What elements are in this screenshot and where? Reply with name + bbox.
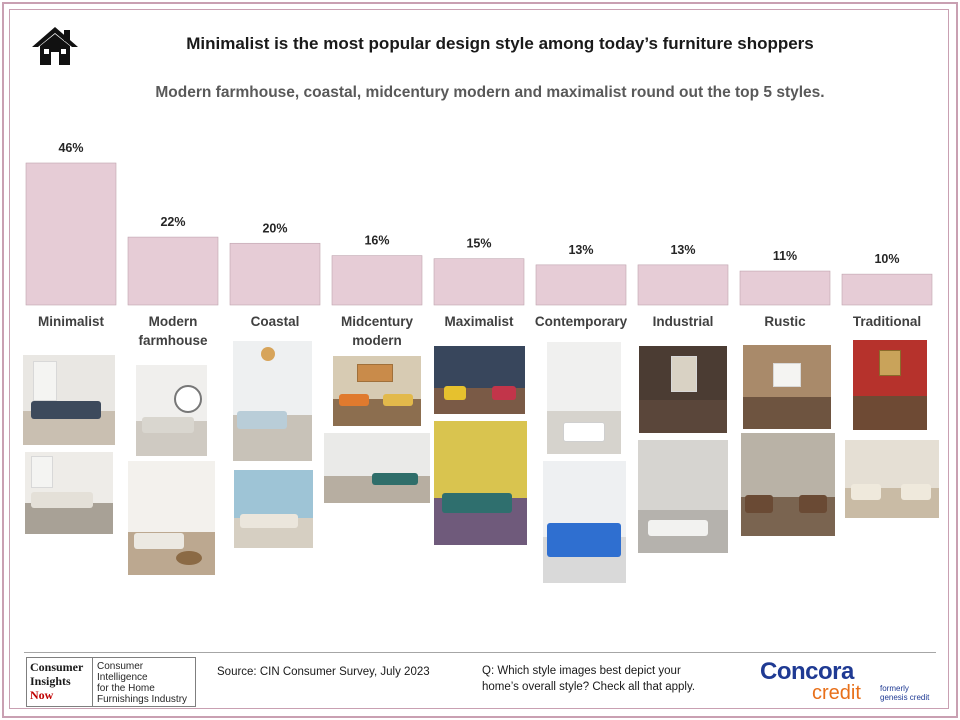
category-label: Maximalist <box>444 314 514 329</box>
bar-contemporary <box>535 264 627 306</box>
value-label: 20% <box>262 221 287 235</box>
formerly-line: formerly <box>880 684 909 693</box>
category-label: Midcentury <box>341 314 414 329</box>
room-photo-midcentury-2 <box>324 433 430 503</box>
category-label: Rustic <box>764 314 806 329</box>
formerly-note: formerly genesis credit <box>880 684 929 702</box>
category-label: farmhouse <box>138 333 208 348</box>
logo-line: Insights <box>30 674 71 688</box>
brand-name: Concora <box>760 658 854 685</box>
category-label: Coastal <box>251 314 300 329</box>
value-label: 22% <box>160 215 185 229</box>
room-photo-rustic-1 <box>743 345 831 429</box>
value-label: 11% <box>773 249 797 263</box>
chart-subtitle: Modern farmhouse, coastal, midcentury mo… <box>155 84 825 101</box>
bar-industrial <box>637 264 729 306</box>
value-label: 13% <box>670 243 695 257</box>
room-photo-modern-farmhouse-2 <box>128 461 215 575</box>
logo-tagline-line: for the Home <box>97 683 155 694</box>
category-label: Contemporary <box>535 314 628 329</box>
logo-tagline-line: Consumer Intelligence <box>97 661 148 683</box>
chart-title: Minimalist is the most popular design st… <box>186 34 814 53</box>
logo-line: Consumer <box>30 660 84 674</box>
room-photo-midcentury-1 <box>333 356 421 426</box>
bar-modern-farmhouse <box>127 236 219 306</box>
room-photo-contemporary-1 <box>547 342 621 454</box>
inner-frame <box>9 9 949 709</box>
bar-coastal <box>229 242 321 306</box>
question-line: home’s overall style? Check all that app… <box>482 681 696 693</box>
bar-traditional <box>841 273 933 306</box>
category-label: Minimalist <box>38 314 105 329</box>
concora-logo: Concora <box>760 658 854 686</box>
room-photo-minimalist-2 <box>25 452 113 534</box>
cin-logo: Consumer Insights Now Consumer Intellige… <box>26 657 196 707</box>
room-photo-industrial-2 <box>638 440 728 553</box>
room-photo-coastal-1 <box>233 341 312 461</box>
value-label: 13% <box>568 243 593 257</box>
formerly-line: genesis credit <box>880 693 930 702</box>
category-label: Modern <box>149 314 198 329</box>
value-label: 46% <box>58 141 83 155</box>
brand-sub: credit <box>812 682 861 704</box>
category-label: modern <box>352 333 402 348</box>
question-line: Q: Which style images best depict your <box>482 665 681 677</box>
bar-maximalist <box>433 258 525 306</box>
category-label: Industrial <box>653 314 714 329</box>
bar-midcentury-modern <box>331 255 423 306</box>
room-photo-traditional-1 <box>853 340 927 430</box>
room-photo-rustic-2 <box>741 433 835 536</box>
bar-rustic <box>739 270 831 306</box>
value-label: 10% <box>874 252 899 266</box>
logo-tagline-line: Furnishings Industry <box>97 694 188 705</box>
room-photo-maximalist-1 <box>434 346 525 414</box>
value-label: 15% <box>466 237 491 251</box>
source-note: Source: CIN Consumer Survey, July 2023 <box>217 666 430 678</box>
room-photo-minimalist-1 <box>23 355 115 445</box>
footer-divider <box>24 652 936 653</box>
room-photo-modern-farmhouse-1 <box>136 365 207 456</box>
room-photo-coastal-2 <box>234 470 313 548</box>
room-photo-industrial-1 <box>639 346 727 433</box>
room-photo-traditional-2 <box>845 440 939 518</box>
room-photo-contemporary-2 <box>543 461 626 583</box>
bar-minimalist <box>25 162 117 306</box>
survey-question: Q: Which style images best depict your h… <box>482 663 732 695</box>
logo-line: Now <box>30 688 54 702</box>
bar-chart: 46% Minimalist 22% Modern farmhouse 20% Coasta… <box>25 141 933 348</box>
value-label: 16% <box>364 234 389 248</box>
room-photo-maximalist-2 <box>434 421 527 545</box>
category-label: Traditional <box>853 314 921 329</box>
home-icon <box>32 27 78 65</box>
